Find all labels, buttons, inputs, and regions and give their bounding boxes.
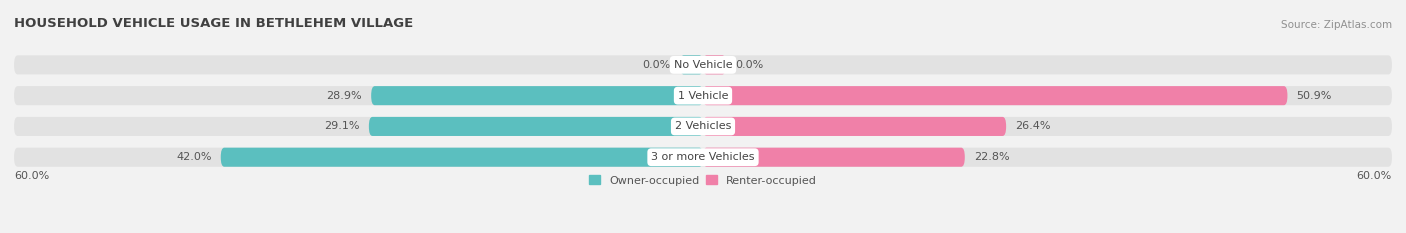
Legend: Owner-occupied, Renter-occupied: Owner-occupied, Renter-occupied <box>589 175 817 185</box>
Text: 1 Vehicle: 1 Vehicle <box>678 91 728 101</box>
FancyBboxPatch shape <box>703 86 1288 105</box>
Text: 2 Vehicles: 2 Vehicles <box>675 121 731 131</box>
FancyBboxPatch shape <box>221 148 703 167</box>
Text: 0.0%: 0.0% <box>643 60 671 70</box>
FancyBboxPatch shape <box>681 55 703 74</box>
Text: 60.0%: 60.0% <box>1357 171 1392 181</box>
FancyBboxPatch shape <box>703 117 1007 136</box>
Text: 0.0%: 0.0% <box>735 60 763 70</box>
FancyBboxPatch shape <box>371 86 703 105</box>
Text: 22.8%: 22.8% <box>974 152 1010 162</box>
FancyBboxPatch shape <box>703 55 725 74</box>
Text: 42.0%: 42.0% <box>176 152 211 162</box>
Text: 60.0%: 60.0% <box>14 171 49 181</box>
Text: 28.9%: 28.9% <box>326 91 361 101</box>
FancyBboxPatch shape <box>703 148 965 167</box>
FancyBboxPatch shape <box>14 117 1392 136</box>
Text: 3 or more Vehicles: 3 or more Vehicles <box>651 152 755 162</box>
FancyBboxPatch shape <box>368 117 703 136</box>
FancyBboxPatch shape <box>14 86 1392 105</box>
FancyBboxPatch shape <box>14 148 1392 167</box>
FancyBboxPatch shape <box>14 55 1392 74</box>
Text: 26.4%: 26.4% <box>1015 121 1050 131</box>
Text: Source: ZipAtlas.com: Source: ZipAtlas.com <box>1281 21 1392 31</box>
Text: 29.1%: 29.1% <box>325 121 360 131</box>
Text: 50.9%: 50.9% <box>1296 91 1331 101</box>
Text: HOUSEHOLD VEHICLE USAGE IN BETHLEHEM VILLAGE: HOUSEHOLD VEHICLE USAGE IN BETHLEHEM VIL… <box>14 17 413 31</box>
Text: No Vehicle: No Vehicle <box>673 60 733 70</box>
